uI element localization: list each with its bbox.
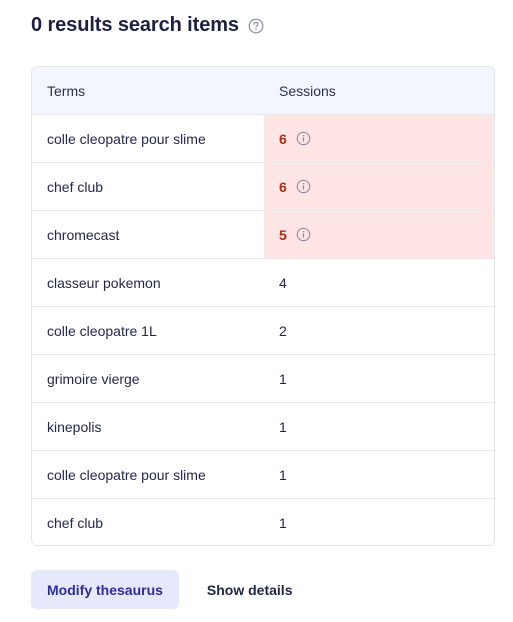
modify-thesaurus-button[interactable]: Modify thesaurus (31, 570, 179, 609)
sessions-count: 5 (279, 226, 287, 243)
footer-actions: Modify thesaurus Show details (31, 570, 308, 609)
sessions-cell: 1 (264, 403, 494, 450)
sessions-cell: 6 (264, 115, 494, 162)
column-header-sessions[interactable]: Sessions (279, 82, 336, 99)
sessions-cell: 1 (264, 451, 494, 498)
sessions-cell: 6 (264, 163, 494, 210)
info-icon[interactable] (296, 179, 311, 194)
sessions-count: 1 (279, 370, 287, 387)
sessions-cell: 1 (264, 499, 494, 545)
term-cell: grimoire vierge (47, 370, 140, 387)
term-cell: kinepolis (47, 418, 102, 435)
page-header: 0 results search items (31, 14, 264, 37)
term-cell: classeur pokemon (47, 274, 161, 291)
term-cell: colle cleopatre 1L (47, 322, 157, 339)
table-row: colle cleopatre 1L 2 (32, 306, 494, 354)
sessions-cell: 5 (264, 211, 494, 258)
table-row: colle cleopatre pour slime 1 (32, 450, 494, 498)
sessions-count: 4 (279, 274, 287, 291)
page-title: 0 results search items (31, 14, 239, 36)
help-icon[interactable] (248, 18, 264, 34)
table-row: colle cleopatre pour slime 6 (32, 114, 494, 162)
sessions-cell: 4 (264, 259, 494, 306)
table-row: kinepolis 1 (32, 402, 494, 450)
term-cell: chef club (47, 178, 104, 195)
table-row: chef club 1 (32, 498, 494, 545)
sessions-count: 2 (279, 322, 287, 339)
table-row: chromecast 5 (32, 210, 494, 258)
term-cell: colle cleopatre pour slime (47, 130, 206, 147)
sessions-count: 1 (279, 514, 287, 531)
column-header-terms[interactable]: Terms (47, 82, 86, 99)
show-details-button[interactable]: Show details (191, 570, 309, 609)
sessions-cell: 2 (264, 307, 494, 354)
info-icon[interactable] (296, 131, 311, 146)
results-table: Terms Sessions colle cleopatre pour slim… (31, 66, 495, 546)
table-header: Terms Sessions (32, 67, 494, 114)
table-row: grimoire vierge 1 (32, 354, 494, 402)
sessions-cell: 1 (264, 355, 494, 402)
info-icon[interactable] (296, 227, 311, 242)
term-cell: chef club (47, 514, 104, 531)
sessions-count: 6 (279, 178, 287, 195)
table-row: chef club 6 (32, 162, 494, 210)
table-row: classeur pokemon 4 (32, 258, 494, 306)
sessions-count: 6 (279, 130, 287, 147)
term-cell: colle cleopatre pour slime (47, 466, 206, 483)
sessions-count: 1 (279, 418, 287, 435)
term-cell: chromecast (47, 226, 120, 243)
sessions-count: 1 (279, 466, 287, 483)
